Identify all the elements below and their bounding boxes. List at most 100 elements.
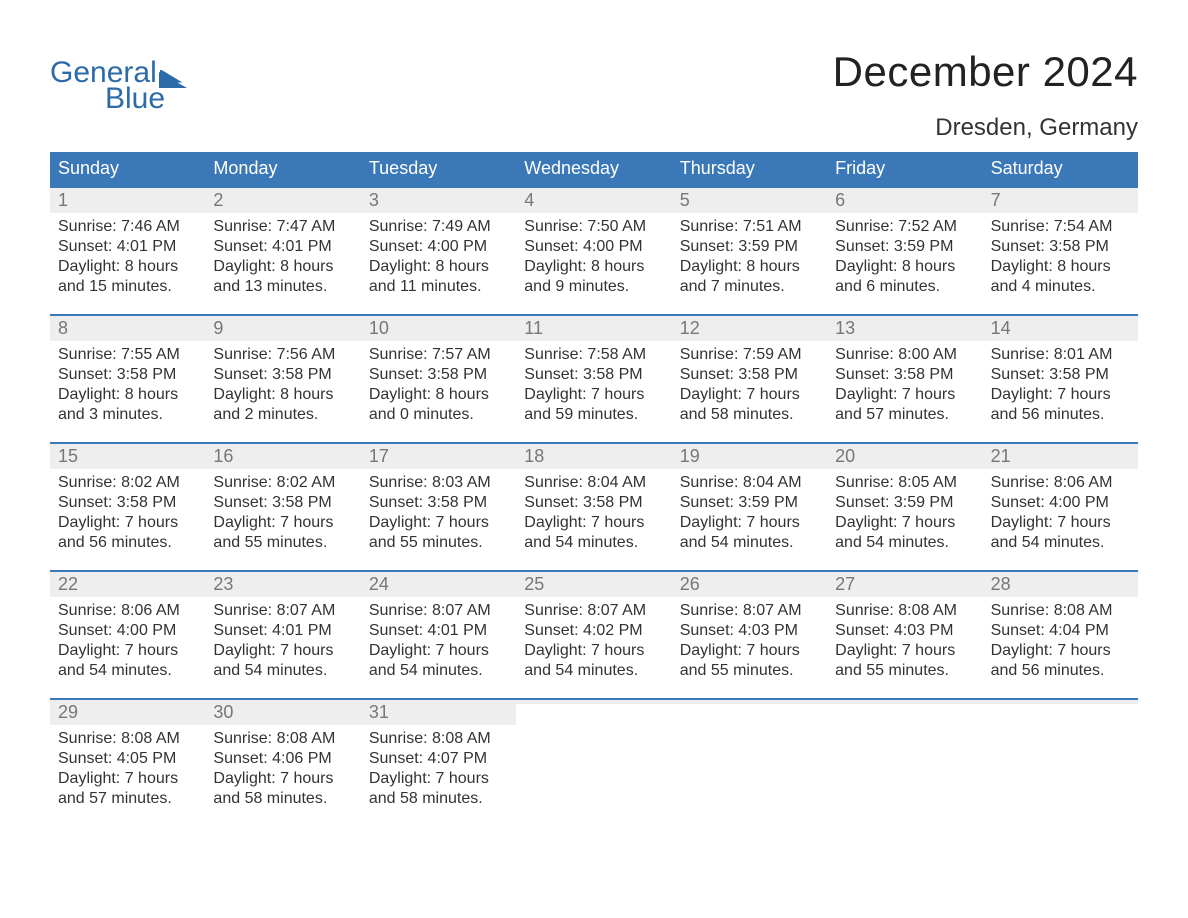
day-cell: 21Sunrise: 8:06 AMSunset: 4:00 PMDayligh… — [983, 444, 1138, 570]
day-number: 29 — [50, 700, 205, 725]
day-daylight1: Daylight: 7 hours — [369, 641, 512, 661]
day-cell: 19Sunrise: 8:04 AMSunset: 3:59 PMDayligh… — [672, 444, 827, 570]
day-sunrise: Sunrise: 7:57 AM — [369, 345, 512, 365]
day-cell: 20Sunrise: 8:05 AMSunset: 3:59 PMDayligh… — [827, 444, 982, 570]
day-sunrise: Sunrise: 8:08 AM — [369, 729, 512, 749]
day-cell: 1Sunrise: 7:46 AMSunset: 4:01 PMDaylight… — [50, 188, 205, 314]
day-daylight2: and 55 minutes. — [369, 533, 512, 553]
day-daylight2: and 57 minutes. — [835, 405, 978, 425]
day-body: Sunrise: 7:51 AMSunset: 3:59 PMDaylight:… — [672, 213, 827, 301]
day-body: Sunrise: 8:08 AMSunset: 4:07 PMDaylight:… — [361, 725, 516, 813]
week-row: 29Sunrise: 8:08 AMSunset: 4:05 PMDayligh… — [50, 698, 1138, 826]
day-body: Sunrise: 7:55 AMSunset: 3:58 PMDaylight:… — [50, 341, 205, 429]
day-daylight2: and 54 minutes. — [991, 533, 1134, 553]
day-body: Sunrise: 7:58 AMSunset: 3:58 PMDaylight:… — [516, 341, 671, 429]
day-cell-empty — [516, 700, 671, 826]
day-body: Sunrise: 7:59 AMSunset: 3:58 PMDaylight:… — [672, 341, 827, 429]
day-body: Sunrise: 8:08 AMSunset: 4:05 PMDaylight:… — [50, 725, 205, 813]
day-daylight1: Daylight: 7 hours — [369, 769, 512, 789]
day-cell: 10Sunrise: 7:57 AMSunset: 3:58 PMDayligh… — [361, 316, 516, 442]
day-body: Sunrise: 7:46 AMSunset: 4:01 PMDaylight:… — [50, 213, 205, 301]
day-daylight1: Daylight: 8 hours — [991, 257, 1134, 277]
day-daylight2: and 55 minutes. — [213, 533, 356, 553]
day-cell: 7Sunrise: 7:54 AMSunset: 3:58 PMDaylight… — [983, 188, 1138, 314]
day-sunrise: Sunrise: 8:07 AM — [680, 601, 823, 621]
location: Dresden, Germany — [833, 114, 1138, 142]
day-daylight2: and 56 minutes. — [58, 533, 201, 553]
day-number: 8 — [50, 316, 205, 341]
day-daylight1: Daylight: 7 hours — [680, 385, 823, 405]
day-sunset: Sunset: 3:58 PM — [213, 365, 356, 385]
day-sunrise: Sunrise: 8:07 AM — [524, 601, 667, 621]
day-daylight2: and 2 minutes. — [213, 405, 356, 425]
day-cell: 31Sunrise: 8:08 AMSunset: 4:07 PMDayligh… — [361, 700, 516, 826]
day-number: 14 — [983, 316, 1138, 341]
day-daylight2: and 54 minutes. — [524, 533, 667, 553]
page-header: General Blue December 2024 Dresden, Germ… — [50, 48, 1138, 148]
day-daylight2: and 13 minutes. — [213, 277, 356, 297]
day-number: 15 — [50, 444, 205, 469]
day-daylight2: and 59 minutes. — [524, 405, 667, 425]
week-row: 1Sunrise: 7:46 AMSunset: 4:01 PMDaylight… — [50, 186, 1138, 314]
day-body: Sunrise: 7:47 AMSunset: 4:01 PMDaylight:… — [205, 213, 360, 301]
day-sunset: Sunset: 3:58 PM — [58, 493, 201, 513]
day-daylight2: and 55 minutes. — [835, 661, 978, 681]
month-title: December 2024 — [833, 48, 1138, 96]
day-sunset: Sunset: 4:00 PM — [524, 237, 667, 257]
day-sunset: Sunset: 4:01 PM — [58, 237, 201, 257]
day-sunset: Sunset: 4:03 PM — [680, 621, 823, 641]
day-sunset: Sunset: 4:00 PM — [369, 237, 512, 257]
day-body: Sunrise: 8:07 AMSunset: 4:01 PMDaylight:… — [361, 597, 516, 685]
day-number: 18 — [516, 444, 671, 469]
day-sunset: Sunset: 3:58 PM — [680, 365, 823, 385]
day-daylight1: Daylight: 7 hours — [835, 641, 978, 661]
day-sunset: Sunset: 3:58 PM — [991, 365, 1134, 385]
day-body: Sunrise: 8:04 AMSunset: 3:58 PMDaylight:… — [516, 469, 671, 557]
dow-cell: Sunday — [50, 152, 205, 186]
day-daylight2: and 57 minutes. — [58, 789, 201, 809]
day-daylight1: Daylight: 7 hours — [835, 513, 978, 533]
day-body: Sunrise: 8:07 AMSunset: 4:01 PMDaylight:… — [205, 597, 360, 685]
day-daylight2: and 54 minutes. — [835, 533, 978, 553]
day-sunset: Sunset: 4:00 PM — [58, 621, 201, 641]
day-body: Sunrise: 8:06 AMSunset: 4:00 PMDaylight:… — [50, 597, 205, 685]
day-sunrise: Sunrise: 8:05 AM — [835, 473, 978, 493]
day-body: Sunrise: 8:01 AMSunset: 3:58 PMDaylight:… — [983, 341, 1138, 429]
day-cell: 27Sunrise: 8:08 AMSunset: 4:03 PMDayligh… — [827, 572, 982, 698]
day-number: 17 — [361, 444, 516, 469]
day-cell: 30Sunrise: 8:08 AMSunset: 4:06 PMDayligh… — [205, 700, 360, 826]
day-number: 10 — [361, 316, 516, 341]
day-daylight1: Daylight: 7 hours — [991, 513, 1134, 533]
day-sunset: Sunset: 3:59 PM — [835, 237, 978, 257]
day-daylight2: and 55 minutes. — [680, 661, 823, 681]
dow-header-row: Sunday Monday Tuesday Wednesday Thursday… — [50, 152, 1138, 186]
day-daylight2: and 4 minutes. — [991, 277, 1134, 297]
day-sunrise: Sunrise: 7:51 AM — [680, 217, 823, 237]
day-sunset: Sunset: 4:07 PM — [369, 749, 512, 769]
day-number — [983, 700, 1138, 704]
day-daylight2: and 0 minutes. — [369, 405, 512, 425]
day-sunset: Sunset: 4:03 PM — [835, 621, 978, 641]
day-cell: 9Sunrise: 7:56 AMSunset: 3:58 PMDaylight… — [205, 316, 360, 442]
day-daylight2: and 54 minutes. — [369, 661, 512, 681]
day-daylight2: and 7 minutes. — [680, 277, 823, 297]
day-daylight1: Daylight: 7 hours — [680, 641, 823, 661]
day-sunset: Sunset: 3:58 PM — [369, 365, 512, 385]
calendar: Sunday Monday Tuesday Wednesday Thursday… — [50, 152, 1138, 826]
day-sunrise: Sunrise: 7:49 AM — [369, 217, 512, 237]
day-sunrise: Sunrise: 8:08 AM — [58, 729, 201, 749]
day-cell: 18Sunrise: 8:04 AMSunset: 3:58 PMDayligh… — [516, 444, 671, 570]
day-daylight1: Daylight: 8 hours — [58, 385, 201, 405]
day-sunrise: Sunrise: 8:01 AM — [991, 345, 1134, 365]
day-sunrise: Sunrise: 8:04 AM — [680, 473, 823, 493]
day-daylight2: and 56 minutes. — [991, 661, 1134, 681]
day-sunrise: Sunrise: 7:55 AM — [58, 345, 201, 365]
day-sunset: Sunset: 3:58 PM — [524, 365, 667, 385]
day-number: 21 — [983, 444, 1138, 469]
day-daylight2: and 11 minutes. — [369, 277, 512, 297]
day-number: 20 — [827, 444, 982, 469]
day-sunrise: Sunrise: 8:02 AM — [58, 473, 201, 493]
day-body: Sunrise: 8:08 AMSunset: 4:03 PMDaylight:… — [827, 597, 982, 685]
day-body: Sunrise: 8:06 AMSunset: 4:00 PMDaylight:… — [983, 469, 1138, 557]
day-body: Sunrise: 7:56 AMSunset: 3:58 PMDaylight:… — [205, 341, 360, 429]
